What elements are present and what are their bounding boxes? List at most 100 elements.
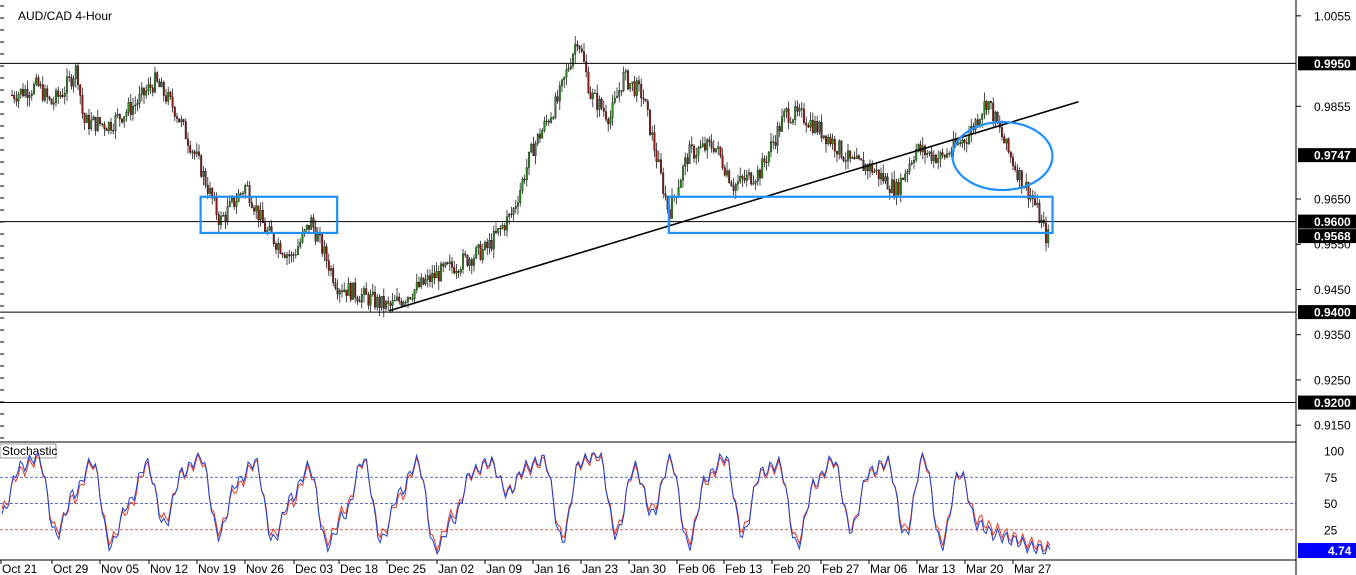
candle-body <box>290 254 293 257</box>
candle-body <box>580 48 583 52</box>
candle-body <box>470 259 473 266</box>
candle-body <box>796 106 799 112</box>
candle-body <box>638 80 640 85</box>
candle-body <box>613 97 616 103</box>
candle-body <box>477 244 480 248</box>
candle-body <box>305 224 308 230</box>
candle-body <box>206 185 209 194</box>
candle-body <box>204 170 207 186</box>
candle-body <box>129 101 132 115</box>
candle-body <box>913 160 915 164</box>
candle-body <box>101 123 104 125</box>
candle-body <box>233 197 236 207</box>
candle-body <box>33 84 35 94</box>
candle-body <box>187 138 189 146</box>
candle-body <box>682 166 684 181</box>
candle-body <box>459 269 462 273</box>
candle-body <box>272 233 275 244</box>
candle-body <box>664 193 667 197</box>
candle-body <box>200 155 203 177</box>
candle-body <box>811 119 814 133</box>
candle-body <box>123 116 126 123</box>
candle-body <box>338 290 341 295</box>
candle-body <box>886 176 889 190</box>
candle-body <box>567 68 570 70</box>
candle-body <box>825 135 827 145</box>
candle-body <box>602 108 605 112</box>
candle-body <box>184 121 187 140</box>
candle-body <box>759 169 761 179</box>
price-panel <box>0 0 1297 575</box>
candle-body <box>908 163 911 172</box>
candle-body <box>662 172 665 194</box>
price-tag-label: 0.9568 <box>1314 230 1351 244</box>
candle-body <box>462 253 464 270</box>
time-tick-label: Jan 02 <box>438 562 474 575</box>
candle-body <box>121 118 123 123</box>
candle-body <box>884 176 887 182</box>
candle-body <box>275 243 277 250</box>
candle-body <box>798 108 801 112</box>
candle-body <box>712 147 715 152</box>
candle-body <box>776 126 779 146</box>
candle-body <box>536 133 539 144</box>
candle-body <box>1012 157 1014 167</box>
candle-body <box>917 144 920 150</box>
candle-body <box>26 89 29 98</box>
candle-body <box>28 95 31 98</box>
candle-body <box>888 189 891 193</box>
candle-body <box>822 135 825 139</box>
axes-layer: AUD/CAD 4-Hour 1.00550.98550.96500.95500.… <box>0 9 1351 575</box>
candle-body <box>94 116 97 131</box>
candle-body <box>398 296 401 302</box>
candle-body <box>248 185 251 203</box>
candle-body <box>741 176 744 179</box>
candle-body <box>745 174 748 181</box>
candle-body <box>96 117 99 131</box>
candle-body <box>253 207 255 212</box>
candle-body <box>827 136 830 145</box>
candle-body <box>728 170 731 183</box>
candle-body <box>616 96 618 99</box>
candle-body <box>127 101 130 113</box>
level-tag-label: 0.9400 <box>1314 306 1351 320</box>
candle-body <box>756 169 759 182</box>
candle-body <box>521 178 524 191</box>
candle-body <box>814 120 816 133</box>
candle-body <box>851 157 854 159</box>
candle-body <box>818 122 821 133</box>
candle-body <box>660 159 662 174</box>
candle-body <box>686 157 689 164</box>
candle-body <box>330 268 332 271</box>
candle-body <box>853 157 856 159</box>
candle-body <box>46 88 49 98</box>
candle-body <box>418 282 420 287</box>
candle-body <box>772 141 775 143</box>
candle-body <box>92 116 95 121</box>
candle-body <box>468 259 471 266</box>
candle-body <box>415 282 418 290</box>
candle-body <box>327 260 330 271</box>
candle-body <box>957 142 959 145</box>
candle-body <box>112 130 115 132</box>
candle-body <box>508 213 511 217</box>
candle-body <box>946 153 948 158</box>
candle-body <box>726 170 728 176</box>
candle-body <box>943 155 946 158</box>
candle-body <box>495 230 497 233</box>
candle-body <box>297 246 299 255</box>
candle-body <box>563 76 566 81</box>
time-tick-label: Nov 12 <box>150 562 188 575</box>
candle-body <box>717 146 720 149</box>
candle-body <box>321 234 324 254</box>
candle-body <box>1007 138 1010 153</box>
candle-body <box>209 188 211 194</box>
candle-body <box>167 92 170 102</box>
candle-body <box>473 257 475 266</box>
candle-body <box>409 297 412 299</box>
candle-body <box>1005 138 1008 144</box>
candle-body <box>70 76 73 87</box>
level-tag <box>1298 56 1356 71</box>
candle-body <box>591 92 594 99</box>
candle-body <box>314 227 317 242</box>
